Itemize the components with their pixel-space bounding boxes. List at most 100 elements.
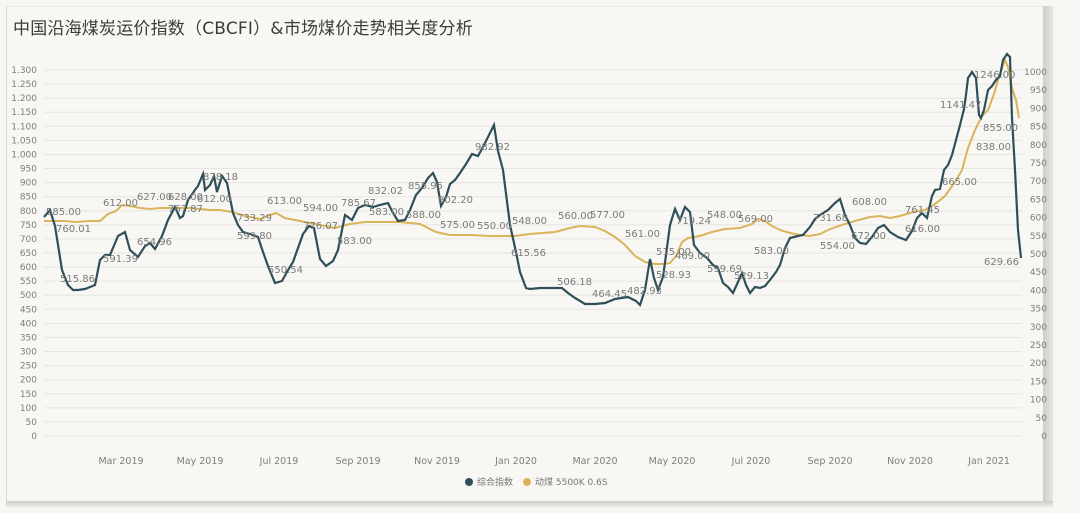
data-label: 982.92 — [475, 142, 510, 153]
svg-text:50: 50 — [26, 418, 38, 428]
data-label: 627.00 — [137, 192, 172, 203]
svg-text:700: 700 — [20, 235, 37, 245]
svg-text:750: 750 — [1030, 159, 1047, 169]
data-label: 767.87 — [168, 204, 203, 215]
data-label: 575.00 — [440, 220, 475, 231]
svg-text:800: 800 — [20, 207, 37, 217]
svg-text:300: 300 — [20, 348, 37, 358]
svg-text:Mar 2020: Mar 2020 — [572, 456, 617, 467]
svg-text:Mar 2019: Mar 2019 — [98, 456, 143, 467]
data-labels: 585.00760.01515.86591.39612.00627.00654.… — [46, 70, 1019, 300]
data-label: 613.00 — [267, 196, 302, 207]
svg-text:250: 250 — [20, 362, 37, 372]
data-label: 577.00 — [590, 210, 625, 221]
data-label: 529.13 — [734, 271, 769, 282]
data-label: 482.93 — [627, 286, 662, 297]
svg-text:1.150: 1.150 — [11, 108, 37, 118]
data-label: 1141.47 — [940, 100, 981, 111]
data-label: 785.67 — [341, 198, 376, 209]
data-label: 608.00 — [852, 197, 887, 208]
data-label: 554.00 — [820, 241, 855, 252]
panel-shadow-bottom — [6, 501, 1053, 507]
data-label: 878.18 — [203, 172, 238, 183]
svg-text:550: 550 — [20, 277, 37, 287]
data-label: 615.56 — [511, 248, 546, 259]
data-label: 628.00 — [168, 192, 203, 203]
svg-text:May 2019: May 2019 — [177, 456, 224, 467]
svg-text:Jul 2019: Jul 2019 — [259, 456, 299, 467]
x-axis: Mar 2019 May 2019 Jul 2019 Sep 2019 Nov 2019… — [98, 456, 1009, 467]
svg-text:1.200: 1.200 — [11, 94, 37, 104]
data-label: 550.00 — [477, 221, 512, 232]
svg-text:950: 950 — [1030, 86, 1047, 96]
data-label: 561.00 — [625, 229, 660, 240]
cbcfi-index-line — [43, 52, 1023, 308]
svg-text:Nov 2019: Nov 2019 — [414, 456, 460, 467]
chart-panel — [6, 6, 1043, 502]
svg-text:1.000: 1.000 — [11, 150, 37, 160]
svg-text:150: 150 — [1030, 377, 1047, 387]
data-label: 469.00 — [675, 251, 710, 262]
data-label: 665.00 — [942, 177, 977, 188]
data-label: 550.54 — [268, 265, 303, 276]
data-label: 672.00 — [851, 231, 886, 242]
data-label: 731.68 — [813, 213, 848, 224]
svg-text:200: 200 — [20, 376, 37, 386]
svg-text:950: 950 — [20, 165, 37, 175]
svg-text:450: 450 — [20, 305, 37, 315]
svg-text:450: 450 — [1030, 268, 1047, 278]
data-label: 528.93 — [656, 270, 691, 281]
data-label: 585.00 — [46, 207, 81, 218]
svg-text:150: 150 — [20, 390, 37, 400]
svg-text:100: 100 — [1030, 396, 1047, 406]
svg-text:400: 400 — [1030, 286, 1047, 296]
data-label: 548.00 — [707, 210, 742, 221]
svg-text:300: 300 — [1030, 323, 1047, 333]
svg-text:550: 550 — [1030, 232, 1047, 242]
data-label: 733.29 — [237, 213, 272, 224]
data-label: 629.66 — [984, 257, 1019, 268]
svg-text:400: 400 — [20, 319, 37, 329]
data-label: 855.00 — [983, 123, 1018, 134]
svg-text:1.300: 1.300 — [11, 66, 37, 76]
data-label: 838.00 — [976, 142, 1011, 153]
data-label: 654.96 — [137, 237, 172, 248]
data-label: 719.24 — [676, 216, 711, 227]
data-label: 802.20 — [438, 195, 473, 206]
svg-text:Sep 2020: Sep 2020 — [807, 456, 852, 467]
data-label: 832.02 — [368, 186, 403, 197]
data-label: 591.39 — [103, 254, 138, 265]
data-label: 515.86 — [60, 274, 95, 285]
svg-text:Sep 2019: Sep 2019 — [335, 456, 380, 467]
svg-text:600: 600 — [20, 263, 37, 273]
data-label: 612.00 — [197, 194, 232, 205]
svg-text:900: 900 — [1030, 104, 1047, 114]
svg-text:500: 500 — [1030, 250, 1047, 260]
svg-text:800: 800 — [1030, 141, 1047, 151]
svg-text:Jan 2020: Jan 2020 — [494, 456, 537, 467]
legend-dot-coal-icon — [523, 477, 532, 486]
data-label: 612.00 — [103, 198, 138, 209]
svg-text:850: 850 — [20, 193, 37, 203]
svg-text:850: 850 — [1030, 123, 1047, 133]
data-label: 588.00 — [406, 210, 441, 221]
svg-text:50: 50 — [1036, 414, 1048, 424]
data-label: 515.00 — [656, 247, 691, 258]
svg-text:250: 250 — [1030, 341, 1047, 351]
svg-text:May 2020: May 2020 — [649, 456, 696, 467]
panel-shadow-right — [1043, 6, 1053, 504]
data-label: 599.80 — [237, 231, 272, 242]
svg-text:500: 500 — [20, 291, 37, 301]
svg-text:900: 900 — [20, 179, 37, 189]
gridlines — [44, 69, 1022, 437]
svg-text:0: 0 — [31, 432, 37, 442]
data-label: 616.00 — [905, 224, 940, 235]
svg-text:650: 650 — [1030, 195, 1047, 205]
data-label: 776.07 — [303, 221, 338, 232]
data-label: 583.00 — [754, 246, 789, 257]
svg-text:Jul 2020: Jul 2020 — [731, 456, 771, 467]
legend-label-cbcfi[interactable]: 综合指数 — [477, 478, 514, 488]
svg-text:1.100: 1.100 — [11, 122, 37, 132]
legend-label-coal[interactable]: 动煤 5500K 0.6S — [535, 478, 608, 488]
